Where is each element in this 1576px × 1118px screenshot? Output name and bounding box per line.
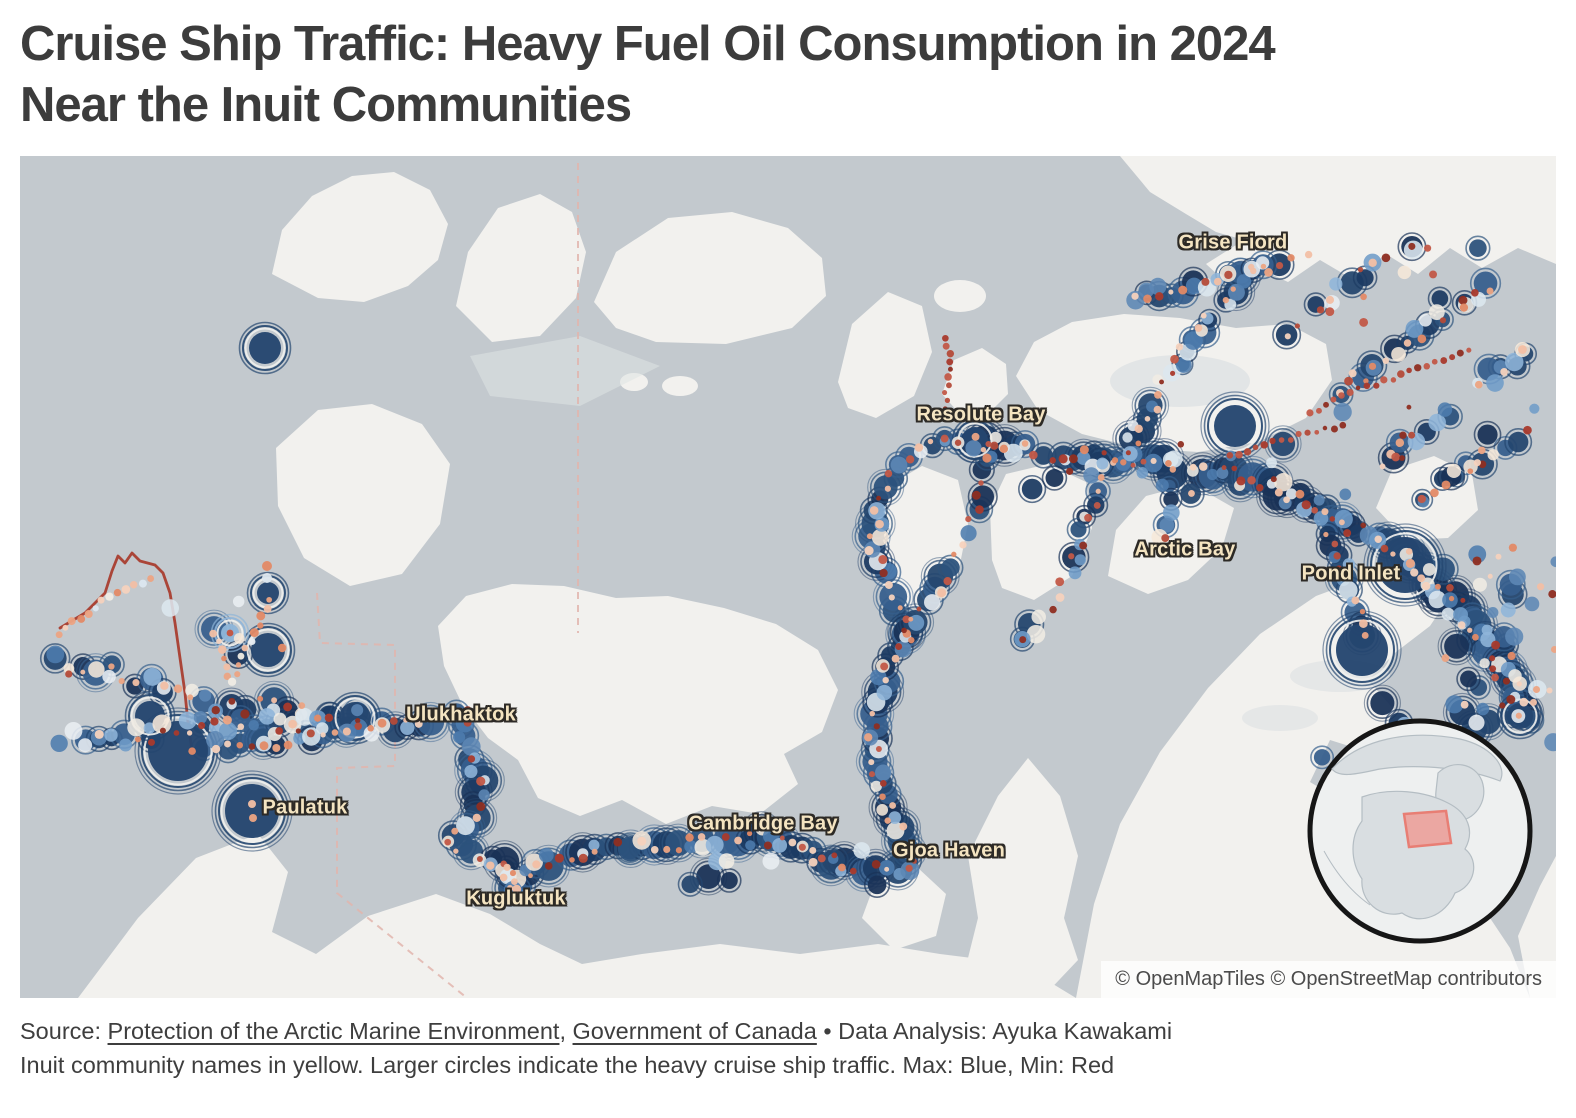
source-link-pame[interactable]: Protection of the Arctic Marine Environm… [107, 1017, 560, 1044]
traffic-dots-small [55, 242, 1556, 900]
land-boothia [958, 757, 1078, 998]
arctic-traffic-map: Grise Fiord Resolute Bay Arctic Bay Pond In… [20, 155, 1556, 998]
page-title-line1: Cruise Ship Traffic: Heavy Fuel Oil Cons… [20, 17, 1276, 71]
page-title: Cruise Ship Traffic: Heavy Fuel Oil Cons… [20, 14, 1556, 136]
land-ellesmere [1120, 155, 1556, 286]
land-layer [78, 155, 1556, 998]
locator-globe-inset [1307, 718, 1533, 943]
community-label-arctic-bay: Arctic Bay [1134, 538, 1236, 560]
ice-shelf-1 [470, 335, 660, 406]
community-label-ulukhaktok: Ulukhaktok [406, 703, 516, 725]
land-prince-patrick [272, 171, 448, 302]
community-label-cambridge-bay: Cambridge Bay [688, 812, 838, 834]
territorial-border-lines [316, 162, 579, 998]
caption-legend-line: Inuit community names in yellow. Larger … [20, 1051, 1115, 1078]
community-label-kugluktuk: Kugluktuk [466, 887, 566, 909]
caption-separator: , [559, 1017, 573, 1044]
land-banks-island [276, 403, 450, 586]
caption-source-prefix: Source: [20, 1017, 108, 1044]
traffic-dots-medium [46, 240, 1556, 903]
community-label-resolute-bay: Resolute Bay [916, 403, 1046, 425]
land-brodeur [1108, 483, 1234, 594]
land-bathurst [838, 291, 932, 418]
caption-analysis-credit: • Data Analysis: Ayuka Kawakami [816, 1017, 1173, 1044]
community-label-grise-fiord: Grise Fiord [1178, 231, 1288, 253]
ship-track-lines [58, 551, 194, 751]
caption: Source: Protection of the Arctic Marine … [20, 1014, 1556, 1082]
community-label-gjoa-haven: Gjoa Haven [892, 839, 1006, 861]
community-label-paulatuk: Paulatuk [262, 796, 348, 818]
map-extent-indicator [1402, 809, 1453, 848]
land-victoria-island [438, 583, 838, 824]
page-title-line2: Near the Inuit Communities [20, 77, 632, 132]
ice-shelf-3 [1242, 704, 1318, 731]
land-islet-1 [934, 279, 986, 312]
source-link-canada[interactable]: Government of Canada [572, 1017, 817, 1044]
caption-source-line: Source: Protection of the Arctic Marine … [20, 1014, 1556, 1048]
community-label-pond-inlet: Pond Inlet [1301, 562, 1401, 584]
land-mainland [78, 833, 1076, 998]
land-mackenzie-king [456, 193, 586, 342]
land-cornwallis [942, 347, 1008, 414]
map-attribution[interactable]: © OpenMapTiles © OpenStreetMap contribut… [1101, 960, 1556, 998]
map-canvas [20, 155, 1556, 998]
land-islet-2 [662, 375, 698, 396]
devon-icecap [1110, 354, 1250, 407]
land-melville [594, 211, 826, 344]
